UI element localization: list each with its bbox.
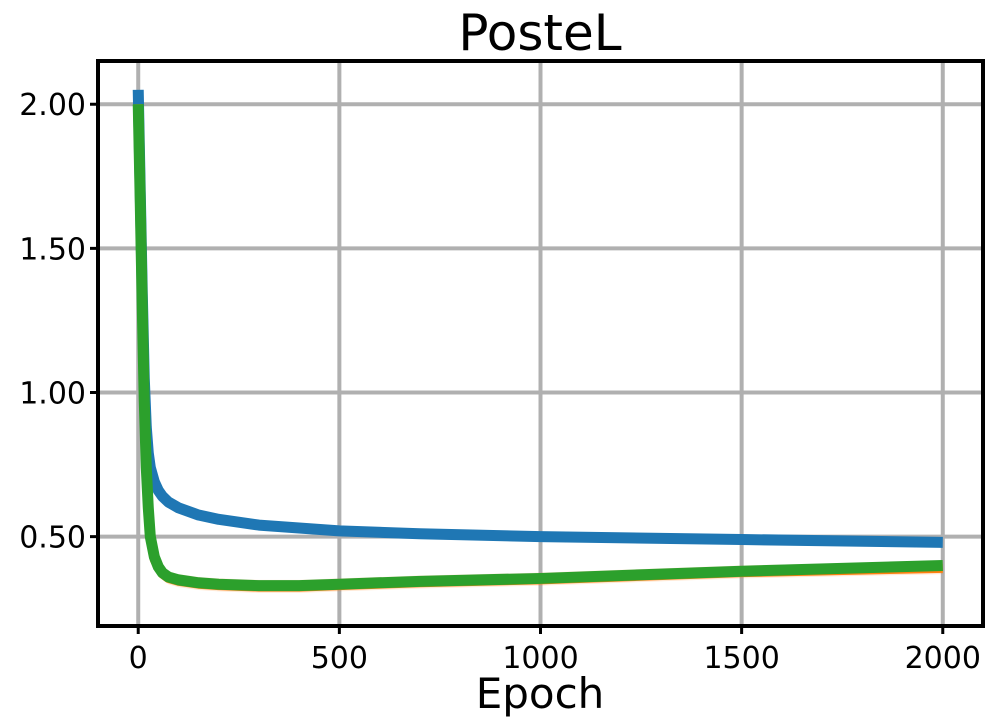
y-tick-label: 0.50 (19, 521, 86, 556)
y-tick-label: 2.00 (19, 88, 86, 123)
series-lines (132, 89, 943, 592)
x-axis-title: Epoch (476, 669, 605, 718)
x-tick-label: 2000 (905, 641, 981, 676)
x-tick-label: 0 (129, 641, 148, 676)
series-line (132, 104, 943, 592)
x-axis: 0 500 1000 1500 2000 (129, 626, 981, 676)
x-tick-label: 1000 (502, 641, 578, 676)
x-tick-label: 1500 (703, 641, 779, 676)
chart-title: PosteL (458, 4, 621, 62)
y-axis: 0.50 1.00 1.50 2.00 (19, 88, 98, 556)
y-tick-label: 1.50 (19, 232, 86, 267)
y-tick-label: 1.00 (19, 377, 86, 412)
x-tick-label: 500 (311, 641, 368, 676)
